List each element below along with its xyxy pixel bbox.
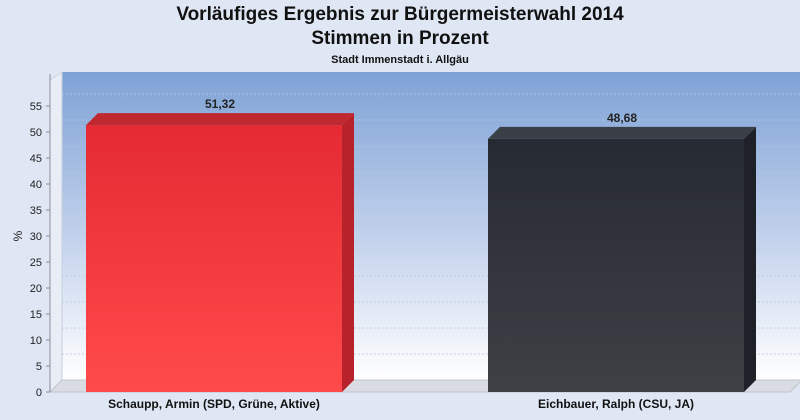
y-tick-label: 50 bbox=[30, 127, 42, 139]
y-tick-label: 55 bbox=[30, 101, 42, 113]
y-tick-label: 40 bbox=[30, 179, 42, 191]
bar-side bbox=[744, 126, 756, 392]
y-tick-label: 45 bbox=[30, 153, 42, 165]
y-tick-label: 35 bbox=[30, 205, 42, 217]
bar-top bbox=[86, 113, 354, 126]
bar-top bbox=[488, 126, 756, 139]
y-tick-label: 25 bbox=[30, 257, 42, 269]
x-category-label: Eichbauer, Ralph (CSU, JA) bbox=[538, 397, 694, 411]
y-tick-label: 20 bbox=[30, 283, 42, 295]
bar-value-label: 51,32 bbox=[205, 97, 235, 111]
plot-side-wall bbox=[49, 71, 63, 394]
y-tick-label: 0 bbox=[36, 387, 42, 399]
y-tick-label: 10 bbox=[30, 335, 42, 347]
y-tick-label: 30 bbox=[30, 231, 42, 243]
y-tick-label: 5 bbox=[36, 361, 42, 373]
bar-front bbox=[86, 125, 342, 393]
y-axis-label: % bbox=[11, 230, 25, 241]
x-category-label: Schaupp, Armin (SPD, Grüne, Aktive) bbox=[108, 397, 320, 411]
bar-value-label: 48,68 bbox=[607, 111, 637, 125]
bar-front bbox=[488, 138, 744, 392]
bar-side bbox=[342, 113, 354, 393]
chart-caption: Stadt Immenstadt i. Allgäu bbox=[331, 54, 469, 66]
chart-title: Vorläufiges Ergebnis zur Bürgermeisterwa… bbox=[176, 4, 624, 25]
chart-subtitle: Stimmen in Prozent bbox=[311, 28, 489, 49]
y-tick-label: 15 bbox=[30, 309, 42, 321]
